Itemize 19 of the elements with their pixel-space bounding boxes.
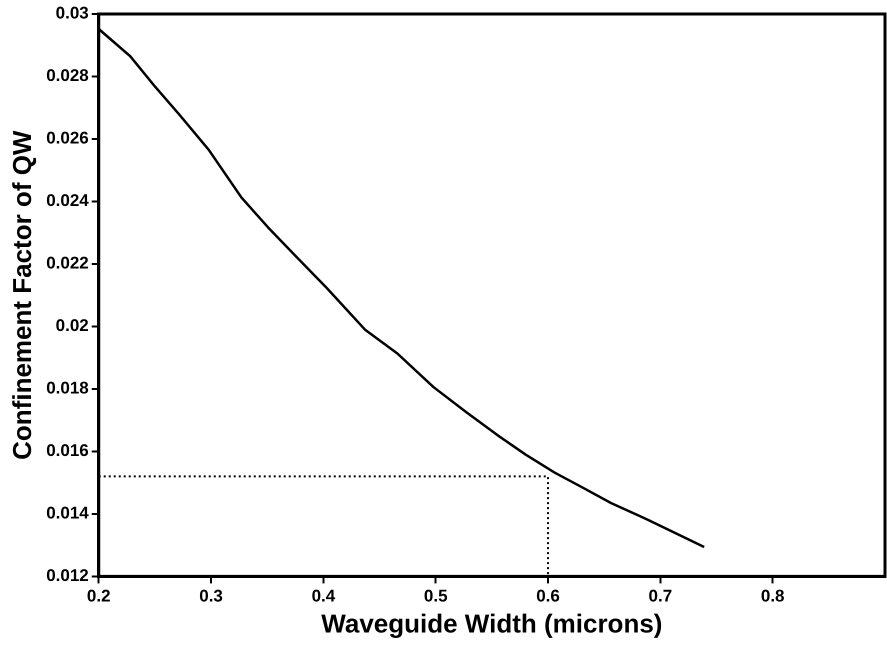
x-tick-label: 0.8 [760, 586, 784, 606]
x-tick-label: 0.4 [312, 586, 336, 606]
y-tick-label: 0.03 [56, 4, 89, 23]
y-tick-label: 0.012 [46, 566, 89, 586]
y-axis-title: Confinement Factor of QW [6, 130, 37, 460]
y-tick-label: 0.022 [46, 254, 89, 273]
x-axis-title: Waveguide Width (microns) [321, 608, 662, 639]
x-tick-label: 0.5 [424, 586, 448, 606]
y-tick-label: 0.014 [46, 504, 90, 523]
y-tick-label: 0.024 [46, 191, 90, 210]
x-tick-label: 0.6 [536, 586, 560, 606]
y-tick-label: 0.028 [46, 66, 89, 86]
x-tick-label: 0.7 [648, 586, 672, 606]
y-tick-label: 0.016 [46, 441, 89, 460]
y-tick-label: 0.018 [46, 378, 89, 398]
y-tick-label: 0.026 [46, 128, 89, 148]
x-tick-label: 0.3 [199, 586, 223, 606]
y-tick-label: 0.02 [56, 316, 89, 336]
x-tick-label: 0.2 [86, 586, 111, 606]
